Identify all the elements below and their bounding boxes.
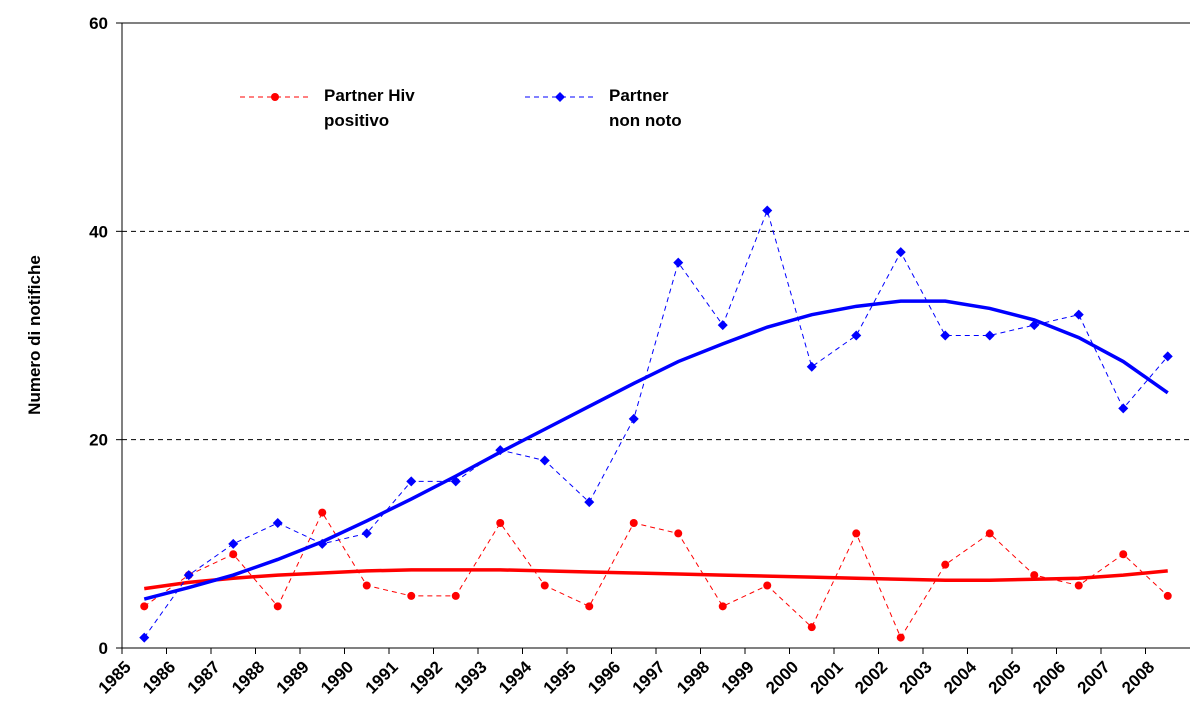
marker [1163,591,1172,600]
marker [851,330,862,341]
marker [555,92,565,102]
marker [273,602,282,611]
x-tick-label: 2001 [807,657,847,697]
marker [1074,581,1083,590]
x-tick-label: 1989 [273,657,313,697]
y-tick-label: 0 [99,639,108,658]
marker [717,320,728,331]
marker [985,529,994,538]
marker [450,476,461,487]
marker [896,633,905,642]
series-line [143,208,1169,638]
x-tick-label: 2005 [985,657,1025,697]
x-tick-label: 1990 [317,657,357,697]
y-tick-label: 20 [89,431,108,450]
marker [406,476,417,487]
marker [629,519,638,527]
marker [762,205,773,216]
x-tick-label: 2007 [1074,657,1114,697]
x-tick-label: 1997 [629,657,669,697]
y-tick-label: 60 [89,14,108,33]
x-tick-label: 1992 [406,657,446,697]
marker [361,528,372,539]
y-axis-label: Numero di notifiche [25,255,44,415]
marker [140,602,149,611]
marker [940,330,951,341]
marker [941,560,950,569]
marker [496,519,505,527]
x-tick-label: 1999 [718,657,758,697]
x-tick-label: 1987 [184,657,224,697]
marker [673,257,684,268]
marker [763,581,772,590]
marker [540,581,549,590]
x-tick-label: 2006 [1029,657,1069,697]
marker [183,570,194,581]
x-tick-label: 2008 [1118,657,1158,697]
marker [1119,550,1128,559]
trend-line [143,299,1169,601]
legend-label: Partner Hiv positivo [324,86,415,130]
marker [1029,320,1040,331]
marker [362,581,371,590]
marker [451,591,460,600]
x-tick-label: 1986 [139,657,179,697]
marker [271,93,279,101]
marker [228,538,239,549]
trend-line [144,568,1168,591]
marker [539,455,550,466]
marker [806,361,817,372]
marker [628,413,639,424]
x-tick-label: 2004 [940,657,981,698]
x-tick-label: 1998 [673,657,713,697]
y-tick-label: 40 [89,222,108,241]
x-tick-label: 2000 [762,657,802,697]
marker [585,602,594,611]
x-tick-label: 2002 [851,657,891,697]
x-tick-label: 1996 [584,657,624,697]
x-tick-label: 1994 [495,657,536,698]
x-tick-label: 2003 [896,657,936,697]
marker [674,529,683,538]
marker [852,529,861,538]
marker [584,497,595,508]
marker [139,632,150,643]
x-tick-label: 1988 [228,657,268,697]
legend-label: Partner non noto [609,86,682,130]
marker [318,508,327,517]
marker [807,623,816,632]
marker [1162,351,1173,362]
marker [1030,571,1039,580]
x-tick-label: 1991 [362,657,402,697]
marker [1073,309,1084,320]
marker [229,550,238,559]
x-tick-label: 1995 [540,657,580,697]
marker [718,602,727,611]
x-tick-label: 1985 [95,657,135,697]
marker [1118,403,1129,414]
marker [495,445,506,456]
marker [317,538,328,549]
marker [407,591,416,600]
x-tick-label: 1993 [451,657,491,697]
marker [895,247,906,258]
marker [984,330,995,341]
marker [272,518,283,528]
